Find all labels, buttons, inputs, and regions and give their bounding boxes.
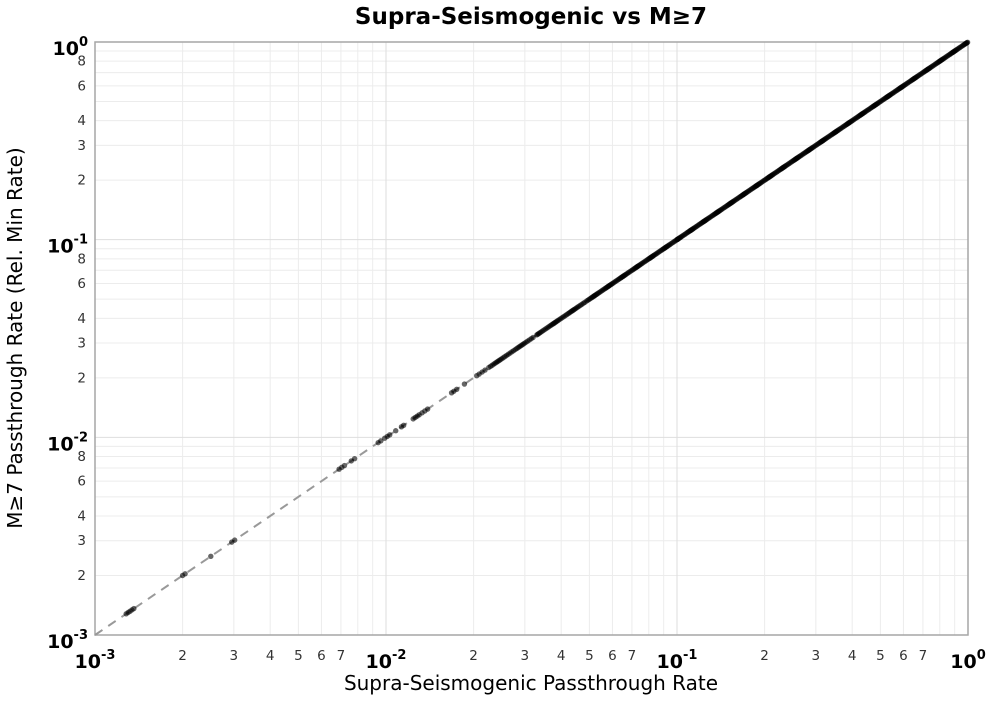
x-minor-tick-label: 6 [899, 648, 908, 664]
data-point [964, 39, 971, 45]
y-minor-tick-label: 2 [77, 568, 86, 584]
y-minor-tick-label: 6 [77, 78, 86, 94]
x-minor-tick-label: 2 [760, 648, 769, 664]
data-point [378, 438, 384, 444]
gridlines-minor [95, 42, 968, 635]
y-minor-tick-label: 3 [77, 336, 86, 352]
x-minor-tick-label: 2 [178, 648, 187, 664]
x-minor-tick-label: 3 [230, 648, 239, 664]
x-minor-tick-label: 5 [294, 648, 303, 664]
x-major-tick-label: 10-2 [366, 648, 407, 673]
y-minor-tick-label: 3 [77, 138, 86, 154]
y-minor-tick-label: 4 [77, 508, 86, 524]
y-minor-tick-label: 3 [77, 533, 86, 549]
x-minor-tick-label: 7 [919, 648, 928, 664]
data-point [400, 422, 407, 429]
scatter-series [123, 39, 971, 617]
plot-border [94, 41, 969, 636]
x-major-tick-label: 10-1 [657, 648, 698, 673]
x-minor-tick-label: 4 [266, 648, 275, 664]
data-point [208, 553, 214, 560]
data-point [461, 381, 468, 387]
y-minor-tick-label: 8 [77, 251, 86, 267]
data-point [131, 605, 137, 612]
x-minor-tick-label: 7 [628, 648, 637, 664]
data-point [424, 406, 431, 412]
data-point [182, 571, 188, 577]
y-minor-tick-label: 6 [77, 474, 86, 490]
x-minor-tick-label: 3 [521, 648, 530, 664]
y-axis-label: M≥7 Passthrough Rate (Rel. Min Rate) [3, 147, 27, 528]
y-major-tick-label: 10-1 [47, 233, 88, 258]
y-minor-tick-label: 2 [77, 173, 86, 189]
x-minor-tick-label: 5 [876, 648, 885, 664]
x-minor-tick-label: 5 [585, 648, 594, 664]
x-major-tick-label: 10-3 [75, 648, 116, 673]
x-minor-tick-label: 3 [812, 648, 821, 664]
data-point [454, 386, 460, 392]
data-point [387, 432, 393, 438]
x-minor-tick-label: 7 [337, 648, 346, 664]
data-point [393, 428, 399, 434]
x-minor-tick-label: 2 [469, 648, 478, 664]
y-minor-tick-label: 8 [77, 449, 86, 465]
x-major-tick-label: 100 [950, 648, 986, 673]
x-minor-tick-label: 6 [317, 648, 326, 664]
x-axis-label: Supra-Seismogenic Passthrough Rate [344, 671, 718, 695]
data-point [231, 537, 238, 543]
data-point [341, 462, 348, 469]
y-minor-tick-label: 4 [77, 113, 86, 129]
y-major-tick-label: 10-3 [47, 628, 88, 653]
chart-title: Supra-Seismogenic vs M≥7 [355, 4, 707, 30]
y-minor-tick-label: 4 [77, 311, 86, 327]
y-minor-tick-label: 6 [77, 276, 86, 292]
x-minor-tick-label: 4 [848, 648, 857, 664]
data-point [351, 455, 358, 462]
y-minor-tick-label: 2 [77, 370, 86, 386]
x-minor-tick-label: 6 [608, 648, 617, 664]
y-minor-tick-label: 8 [77, 54, 86, 70]
x-minor-tick-label: 4 [557, 648, 566, 664]
y-major-tick-label: 100 [53, 35, 89, 60]
y-major-tick-label: 10-2 [47, 430, 88, 455]
